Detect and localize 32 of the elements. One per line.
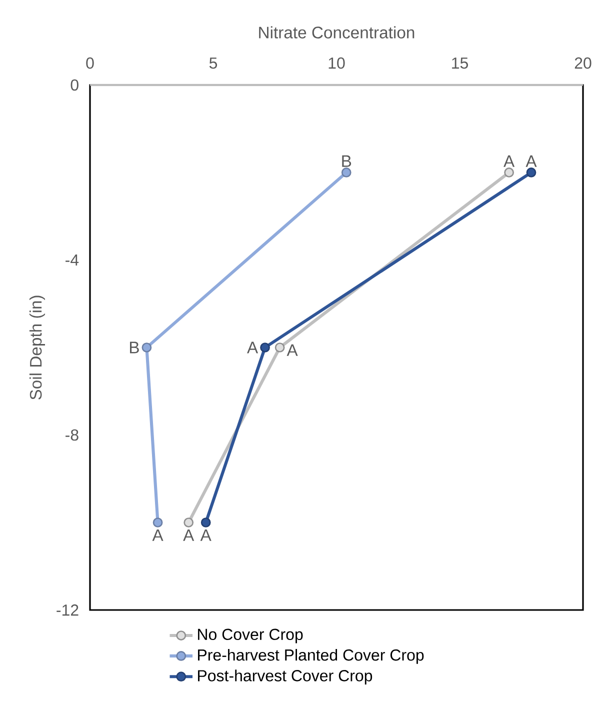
x-tick-label: 10 xyxy=(328,57,345,69)
annotation: A xyxy=(247,342,258,354)
annotation: B xyxy=(342,155,352,167)
annotation: A xyxy=(152,529,164,541)
point xyxy=(341,168,352,178)
x-tick-label: 5 xyxy=(209,58,218,69)
annotation: A xyxy=(183,529,194,541)
point xyxy=(274,342,285,352)
annotation: A xyxy=(526,155,537,167)
point xyxy=(526,168,536,178)
y-tick-label: -4 xyxy=(66,254,79,266)
x-tick-label: 20 xyxy=(574,57,592,69)
y-tick-label: -12 xyxy=(56,604,78,616)
annotation: A xyxy=(286,344,298,356)
y-tick-label: 0 xyxy=(70,79,78,91)
point xyxy=(260,342,270,352)
point xyxy=(200,518,211,528)
legend-label: Pre-harvest Planted Cover Crop xyxy=(198,648,424,664)
x-axis-title: Nitrate Concentration xyxy=(259,26,414,38)
annotation: A xyxy=(504,155,515,167)
point xyxy=(152,518,163,528)
point xyxy=(142,342,152,352)
y-tick-label: -8 xyxy=(66,429,78,441)
point xyxy=(504,168,514,178)
legend-label: No Cover Crop xyxy=(198,628,303,644)
x-tick-label: 0 xyxy=(86,57,94,69)
legend-label: Post-harvest Cover Crop xyxy=(198,670,372,685)
y-axis-title: Soil Depth (in) xyxy=(29,296,45,400)
x-tick-label: 15 xyxy=(452,58,468,69)
annotation: B xyxy=(130,342,139,354)
point xyxy=(184,518,194,528)
annotation: A xyxy=(200,529,212,541)
